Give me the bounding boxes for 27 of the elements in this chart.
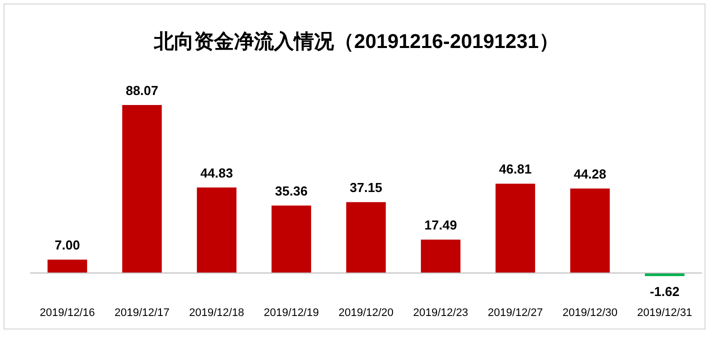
data-label: 17.49 [424,218,457,233]
x-tick-label: 2019/12/17 [114,307,170,319]
x-tick-label: 2019/12/16 [40,307,95,319]
chart-title: 北向资金净流入情况（20191216-20191231） [153,30,559,53]
x-tick-label: 2019/12/20 [338,307,394,319]
bar [496,184,536,273]
bar [48,260,88,273]
bar [122,105,162,273]
x-tick-label: 2019/12/23 [413,307,468,319]
bar [196,187,236,273]
x-tick-label: 2019/12/31 [637,307,692,319]
data-label: -1.62 [650,284,680,300]
data-label: 88.07 [126,83,158,98]
bar [272,206,312,273]
x-tick-label: 2019/12/27 [488,307,543,319]
x-tick-label: 2019/12/19 [264,307,319,319]
bar [346,202,386,273]
data-label: 7.00 [54,238,80,253]
data-label: 44.28 [574,166,606,182]
bar [570,188,610,273]
data-label: 35.36 [275,184,308,199]
bar [420,240,460,273]
x-tick-label: 2019/12/30 [562,307,618,319]
x-tick-label: 2019/12/18 [189,307,244,319]
data-label: 46.81 [499,162,532,177]
data-label: 37.15 [350,180,382,196]
data-label: 44.83 [200,165,233,180]
